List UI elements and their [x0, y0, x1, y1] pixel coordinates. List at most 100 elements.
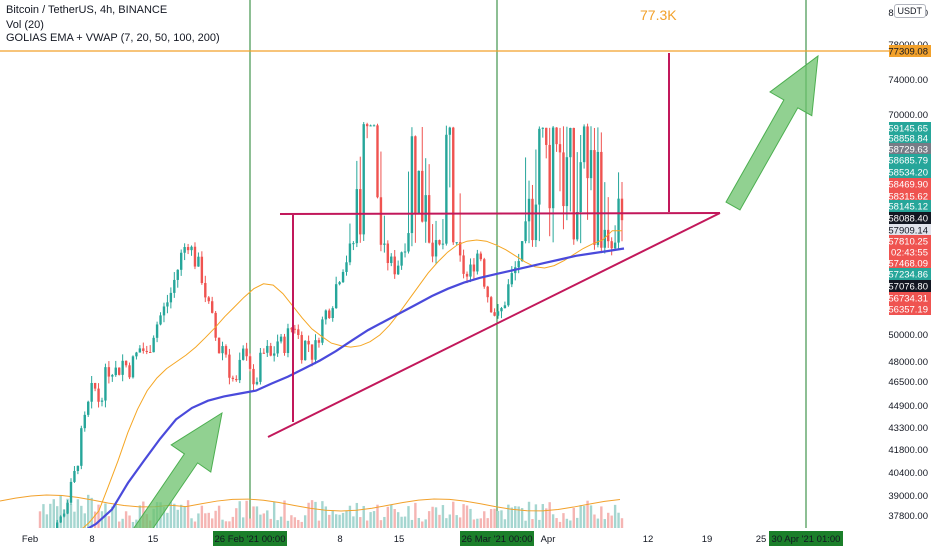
- volume-bar: [414, 502, 417, 528]
- time-tick: 26 Mar '21 00:00: [462, 534, 533, 545]
- volume-bar: [297, 519, 300, 528]
- volume-bar: [403, 516, 407, 528]
- volume-bar: [355, 502, 359, 528]
- volume-bar: [262, 513, 266, 528]
- price-tick: 70000.00: [888, 110, 928, 121]
- candle-body: [149, 351, 152, 353]
- volume-bar: [334, 514, 338, 528]
- price-label: 56357.19: [888, 305, 928, 316]
- time-tick: 12: [643, 534, 654, 545]
- candle-body: [414, 136, 417, 214]
- candle-body: [393, 256, 396, 275]
- volume-bar: [445, 518, 448, 528]
- price-tick: 43300.00: [888, 423, 928, 434]
- candle-body: [476, 253, 479, 272]
- candle-body: [496, 311, 500, 316]
- candle-body: [248, 356, 252, 369]
- volume-bar: [372, 511, 376, 528]
- triangle-resistance-line: [279, 212, 721, 215]
- volume-bar: [49, 503, 52, 528]
- volume-bar: [255, 506, 259, 528]
- volume-bar: [310, 500, 314, 528]
- volume-bar: [317, 520, 321, 528]
- volume-bar: [62, 509, 66, 528]
- volume-bar: [486, 518, 489, 528]
- price-label: 02:43:55: [891, 248, 928, 259]
- volume-bar: [476, 518, 479, 528]
- volume-bar: [293, 517, 297, 528]
- time-tick: 8: [89, 534, 94, 545]
- time-tick: 15: [148, 534, 159, 545]
- moving-averages: [0, 230, 625, 547]
- candle-body: [569, 127, 572, 158]
- price-label: 77309.08: [888, 47, 928, 58]
- candle-body: [352, 243, 355, 245]
- volume-bar: [83, 513, 86, 528]
- candle-body: [238, 359, 241, 381]
- candle-body: [210, 301, 214, 313]
- candle-body: [545, 127, 548, 145]
- volume-bar: [427, 511, 431, 528]
- time-tick: 15: [394, 534, 405, 545]
- price-label-bg: [889, 292, 931, 304]
- candle-body: [441, 243, 445, 245]
- volume-bar: [290, 515, 293, 528]
- volume-bar: [510, 507, 513, 528]
- price-label: 58685.79: [888, 156, 928, 167]
- price-label-bg: [889, 45, 931, 57]
- candle-body: [221, 346, 224, 354]
- candle-body: [300, 335, 303, 361]
- candle-body: [131, 356, 135, 378]
- volume-bar: [462, 504, 465, 528]
- candle-body: [269, 345, 272, 356]
- bullish-arrow-left: [124, 411, 223, 550]
- volume-bar: [562, 513, 565, 528]
- volume-bar: [386, 506, 390, 528]
- price-label-bg: [889, 224, 931, 236]
- volume-bar: [248, 518, 252, 528]
- candle-body: [510, 273, 513, 285]
- price-label-bg: [889, 235, 931, 247]
- volume-bar: [524, 520, 527, 528]
- currency-button[interactable]: USDT: [893, 4, 926, 18]
- candle-body: [520, 241, 524, 262]
- candle-body: [231, 377, 235, 379]
- volume-bar: [259, 514, 262, 528]
- candlesticks: [38, 122, 624, 545]
- ema-indicator-label[interactable]: GOLIAS EMA + VWAP (7, 20, 50, 100, 200): [6, 32, 220, 44]
- candle-body: [469, 264, 472, 277]
- volume-bar: [586, 500, 589, 528]
- candle-body: [589, 150, 593, 179]
- candle-body: [66, 502, 69, 514]
- volume-bar: [283, 500, 286, 528]
- price-label: 58315.62: [888, 192, 928, 203]
- candle-body: [135, 352, 138, 357]
- volume-bar: [455, 515, 458, 528]
- price-tick: 41800.00: [888, 445, 928, 456]
- candle-body: [155, 324, 159, 338]
- candle-body: [345, 262, 348, 272]
- time-tick: 8: [337, 534, 342, 545]
- candle-body: [445, 134, 448, 244]
- volume-bar: [369, 512, 372, 528]
- candle-body: [458, 242, 462, 256]
- volume-bar: [272, 501, 276, 528]
- candle-body: [500, 308, 503, 312]
- price-label-bg: [889, 122, 931, 134]
- candle-body: [214, 312, 217, 338]
- volume-bar: [545, 508, 548, 528]
- candle-body: [145, 350, 148, 352]
- volume-bar: [169, 501, 173, 528]
- volume-bar: [603, 519, 606, 528]
- volume-bar: [569, 520, 572, 528]
- price-label-bg: [889, 303, 931, 315]
- volume-indicator-label[interactable]: Vol (20): [6, 19, 44, 31]
- candle-body: [531, 198, 534, 241]
- candle-body: [427, 195, 431, 243]
- candle-body: [266, 345, 269, 353]
- volume-bar: [379, 520, 383, 528]
- candle-body: [369, 125, 372, 127]
- volume-bar: [365, 520, 369, 528]
- candle-body: [303, 340, 307, 361]
